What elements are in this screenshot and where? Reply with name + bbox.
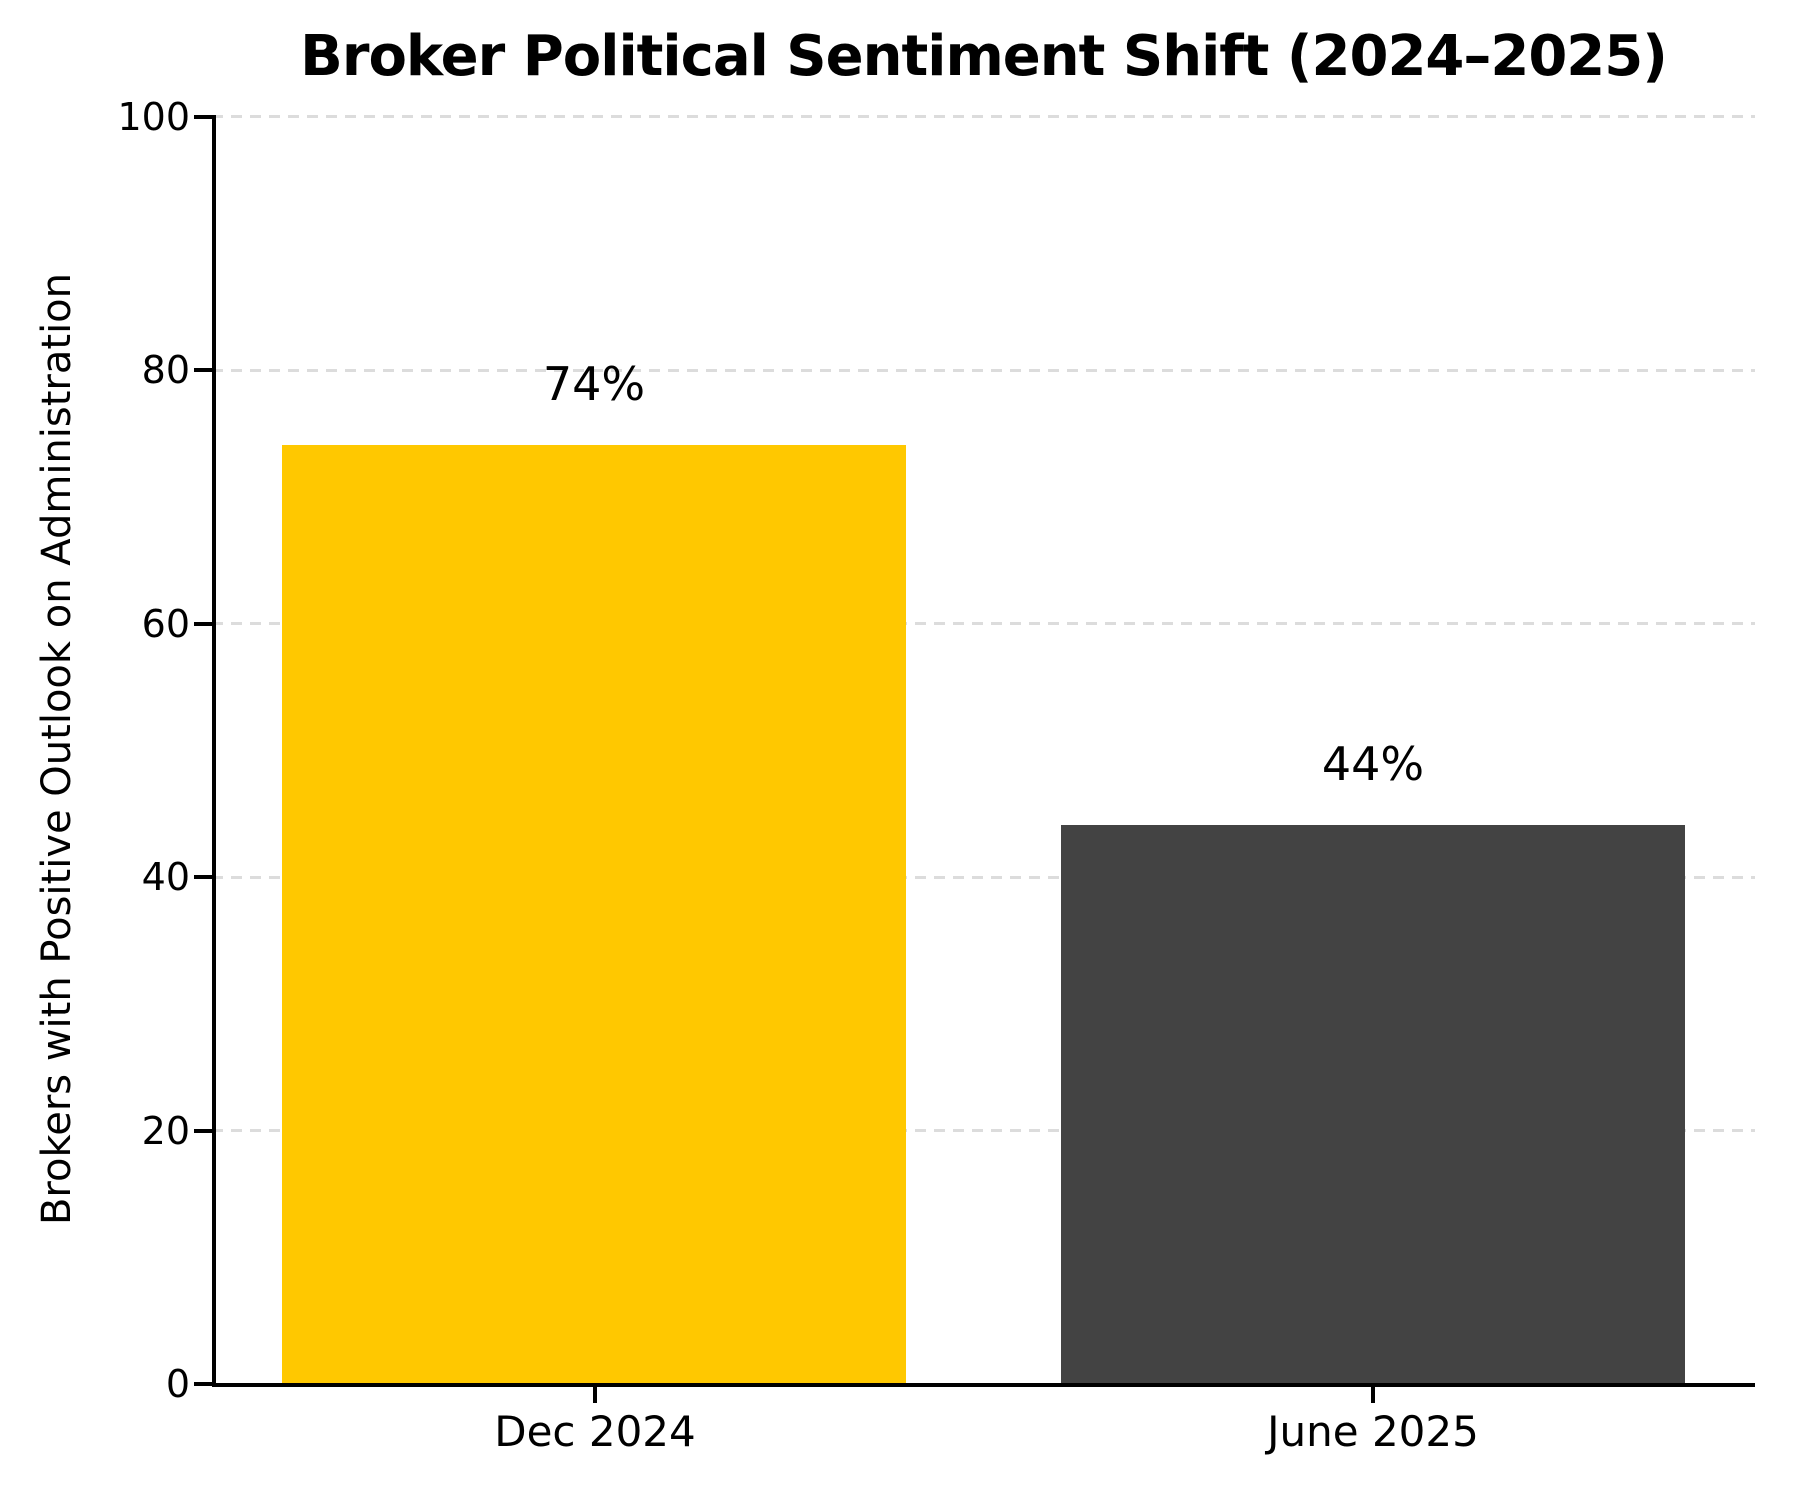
gridline-80 (212, 369, 1755, 372)
y-tick-80 (194, 368, 212, 372)
x-axis-spine (212, 1383, 1755, 1387)
gridline-20 (212, 1129, 1755, 1132)
y-tick-label-60: 60 (141, 602, 190, 646)
x-tick-dec-2024 (593, 1387, 597, 1403)
bar-value-label-june-2025: 44% (1321, 737, 1425, 791)
y-axis-spine (212, 115, 216, 1387)
y-tick-100 (194, 115, 212, 119)
x-tick-label-dec-2024: Dec 2024 (494, 1407, 696, 1456)
y-tick-label-80: 80 (141, 348, 190, 392)
bar-dec-2024 (282, 445, 906, 1383)
gridline-60 (212, 622, 1755, 625)
bar-june-2025 (1061, 825, 1685, 1383)
bar-value-label-dec-2024: 74% (542, 357, 646, 411)
x-tick-label-june-2025: June 2025 (1267, 1407, 1479, 1456)
y-tick-60 (194, 622, 212, 626)
y-tick-label-20: 20 (141, 1109, 190, 1153)
y-axis-label: Brokers with Positive Outlook on Adminis… (34, 272, 80, 1226)
y-tick-label-40: 40 (141, 855, 190, 899)
y-tick-label-100: 100 (117, 95, 190, 139)
y-tick-40 (194, 875, 212, 879)
y-tick-label-0: 0 (165, 1362, 190, 1406)
gridline-40 (212, 876, 1755, 879)
y-tick-20 (194, 1129, 212, 1133)
y-tick-0 (194, 1382, 212, 1386)
x-tick-june-2025 (1371, 1387, 1375, 1403)
chart-title: Broker Political Sentiment Shift (2024–2… (300, 24, 1668, 89)
gridline-100 (212, 115, 1755, 118)
plot-area: 74% 44% 100 80 60 40 20 0 Dec 2024 June … (117, 95, 1755, 1456)
